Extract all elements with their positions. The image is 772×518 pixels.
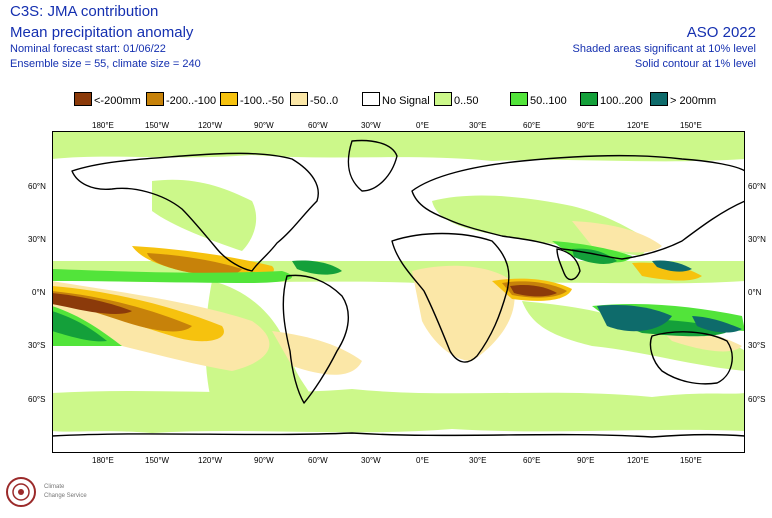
logo-line-2: Change Service [44,493,87,499]
forecast-start: Nominal forecast start: 01/06/22 [10,43,166,55]
lon-label-top: 60°W [308,121,328,130]
lon-label-bottom: 90°E [577,456,595,465]
legend-swatch [434,92,452,106]
legend-label: <-200mm [94,95,141,107]
lon-label-top: 30°E [469,121,487,130]
antarctica-coast [52,432,745,438]
lon-label-bottom: 180°E [92,456,114,465]
lat-label-left: 0°N [32,288,46,297]
copernicus-climate-logo: Climate Change Service [4,472,114,514]
lat-label-left: 30°N [28,235,46,244]
legend-swatch [220,92,238,106]
significance-contour-note: Solid contour at 1% level [634,58,756,70]
logo-line-1: Climate [44,484,65,490]
lon-label-top: 120°E [627,121,649,130]
north-america-coast [71,152,319,272]
lat-label-right: 30°N [748,235,766,244]
legend-label: > 200mm [670,95,717,107]
lon-label-top: 60°E [523,121,541,130]
lon-label-top: 90°E [577,121,595,130]
lat-label-right: 0°N [748,288,762,297]
lon-label-bottom: 120°E [627,456,649,465]
lon-label-top: 150°E [680,121,702,130]
lon-label-bottom: 90°W [254,456,274,465]
legend-label: 100..200 [600,95,643,107]
map-title: C3S: JMA contribution [10,3,159,20]
legend-label: -50..0 [310,95,339,107]
lat-label-right: 60°N [748,182,766,191]
precipitation-map [52,131,745,453]
significance-shaded-note: Shaded areas significant at 10% level [572,43,756,55]
lon-label-top: 150°W [145,121,170,130]
map-subtitle: Mean precipitation anomaly [10,24,194,41]
lat-label-left: 60°N [28,182,46,191]
climate-logo-icon [6,477,36,507]
anomaly-below-minus-200 [52,284,557,314]
season-label: ASO 2022 [686,24,756,41]
legend-swatch [290,92,308,106]
india-coast [556,248,581,281]
legend-swatch [510,92,528,106]
lat-label-left: 60°S [28,395,46,404]
lon-label-bottom: 150°E [680,456,702,465]
lon-label-bottom: 120°W [198,456,223,465]
legend-item: 100..200 [580,92,643,108]
ensemble-size: Ensemble size = 55, climate size = 240 [10,58,201,70]
lon-label-top: 0°E [416,121,429,130]
legend-label: 50..100 [530,95,567,107]
lon-label-top: 30°W [361,121,381,130]
lon-label-bottom: 60°W [308,456,328,465]
legend-item: <-200mm [74,92,141,108]
legend-item: -200..-100 [146,92,216,108]
legend-swatch [362,92,380,106]
greenland-coast [347,139,398,192]
lon-label-top: 180°E [92,121,114,130]
legend-swatch [580,92,598,106]
legend-swatch [650,92,668,106]
australia-coast [649,331,733,385]
lon-label-top: 90°W [254,121,274,130]
anomaly-100-to-200 [52,248,732,342]
lon-label-bottom: 60°E [523,456,541,465]
lon-label-bottom: 30°E [469,456,487,465]
legend-item: > 200mm [650,92,716,108]
lon-label-bottom: 30°W [361,456,381,465]
eurasia-coast [411,154,745,260]
legend-label: No Signal [382,95,430,107]
lon-label-top: 120°W [198,121,223,130]
legend-item: 0..50 [434,92,478,108]
legend-label: -200..-100 [166,95,217,107]
lon-label-bottom: 150°W [145,456,170,465]
lat-label-right: 60°S [748,395,766,404]
africa-coast [391,232,510,363]
lat-label-right: 30°S [748,341,766,350]
legend-label: 0..50 [454,95,479,107]
lat-label-left: 30°S [28,341,46,350]
coastlines [52,139,745,438]
legend-item: -100..-50 [220,92,284,108]
anomaly-above-200 [597,260,742,333]
map-frame [52,131,745,453]
legend-item: 50..100 [510,92,567,108]
legend-label: -100..-50 [240,95,285,107]
legend-swatch [74,92,92,106]
legend-item: -50..0 [290,92,338,108]
legend-item: No Signal [362,92,430,108]
south-america-coast [282,274,349,404]
lon-label-bottom: 0°E [416,456,429,465]
legend-swatch [146,92,164,106]
